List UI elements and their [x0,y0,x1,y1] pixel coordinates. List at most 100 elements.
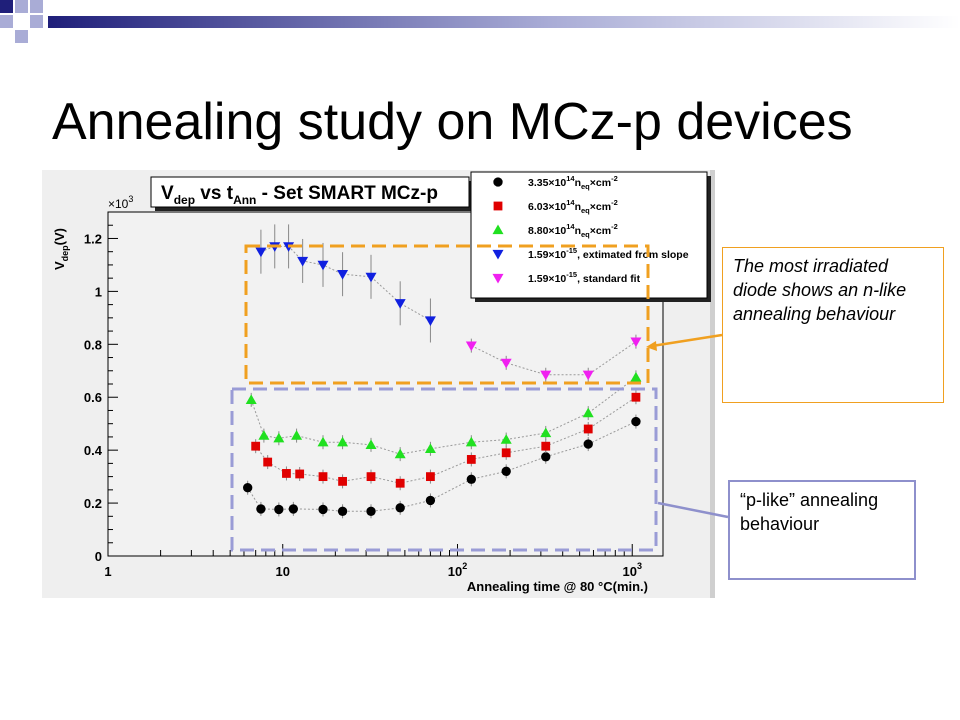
y-axis-title-unit: (V) [52,228,67,245]
title-decoration [0,0,960,43]
y-tick-label: 0 [95,549,102,564]
y-tick-label: 0.2 [84,496,102,511]
data-point [583,439,593,449]
data-point [424,443,436,453]
data-point [251,441,261,451]
legend-label-sup: -2 [611,198,618,207]
legend-label-part: ×cm [590,225,611,237]
data-point [582,370,594,381]
y-axis-multiplier-base: ×10 [108,197,129,211]
legend-label-sub: eq [581,206,590,215]
chart-title-mid: vs t [195,183,234,204]
legend-label-part: , standard fit [577,273,641,285]
legend-box [470,171,708,299]
legend-label: 6.03×1014neq×cm-2 [528,198,618,215]
data-point [630,337,642,348]
data-point [500,434,512,444]
deco-square-6 [30,15,43,28]
data-point [426,472,435,482]
nlike-connector-arrowhead [646,341,657,351]
deco-square-3 [30,0,43,13]
legend-label-part: ×cm [590,201,611,213]
y-axis-title-v: V [52,261,67,270]
x-tick-label-exp: 3 [637,561,642,571]
series-3 [255,224,436,343]
legend-layer: 3.35×1014neq×cm-26.03×1014neq×cm-28.80×1… [492,174,689,285]
legend-marker [492,273,504,284]
legend-label-part: 6.03×10 [528,201,566,213]
legend-marker [493,201,503,211]
data-point [630,371,642,382]
deco-square-1 [0,0,13,13]
data-point [395,478,405,488]
series-4 [465,334,642,382]
plike-connector [657,501,729,519]
data-point [317,436,329,447]
data-point [501,466,511,476]
x-tick-label-exp: 2 [462,561,467,571]
chart-title-v: V [161,183,174,204]
chart-title-mid-sub: Ann [233,193,256,207]
data-point [282,469,291,478]
data-point [274,504,284,515]
nlike-callout: The most irradiated diode shows an n-lik… [722,247,944,403]
x-tick-label: 103 [622,561,641,579]
legend-label-part: 3.35×10 [528,177,566,189]
deco-square-8 [30,30,43,43]
data-point [366,472,376,482]
deco-square-5 [15,15,28,28]
x-tick-label: 10 [276,564,290,579]
legend-label-sup: -15 [566,246,577,255]
legend-label-part: n [575,201,581,213]
y-tick-label: 0.4 [84,443,103,458]
legend-label-sup: 14 [566,174,575,183]
data-point [273,432,285,443]
data-point [583,424,593,434]
data-point [394,448,406,459]
x-axis-title: Annealing time @ 80 °C(min.) [467,579,648,594]
data-point [288,504,299,514]
data-point [295,469,305,479]
legend-label-sup: -15 [566,270,577,279]
deco-square-4 [0,15,13,28]
legend-marker [493,177,503,187]
legend-label: 1.59×10-15, extimated from slope [528,246,689,261]
chart-title-box [150,176,470,208]
legend-label-part: 1.59×10 [528,249,566,261]
data-point [540,370,552,381]
data-point [631,392,641,402]
data-point [541,441,551,451]
x-tick-label: 1 [104,564,111,579]
x-tick-label-base: 1 [104,564,111,579]
data-point [366,506,376,516]
legend-label-part: n [575,177,581,189]
data-point [365,272,377,283]
legend-label-sub: eq [581,182,590,191]
data-point [631,416,641,427]
data-point [465,436,477,447]
data-point [337,436,349,447]
data-point [540,427,552,438]
x-tick-label-base: 10 [448,564,462,579]
data-point [541,452,551,462]
data-point [582,407,594,418]
y-axis-multiplier: ×103 [108,194,133,211]
data-point [394,299,406,309]
data-point [318,504,328,515]
x-tick-label: 102 [448,561,467,579]
legend-label-sup: -2 [611,174,618,183]
chart-title-end: - Set SMART MCz-p [256,183,438,204]
series-0 [243,414,641,519]
y-axis-title-sub: dep [60,245,70,262]
legend-label: 8.80×1014neq×cm-2 [528,222,618,239]
y-axis-multiplier-exp: 3 [128,194,133,204]
y-tick-label: 1 [95,284,102,299]
data-point [395,503,405,513]
series-line [250,376,637,455]
legend-label-sup: 14 [566,222,575,231]
nlike-connector [651,333,723,348]
chart-title-v-sub: dep [174,193,195,207]
data-point [337,506,348,516]
legend-marker [492,249,504,260]
